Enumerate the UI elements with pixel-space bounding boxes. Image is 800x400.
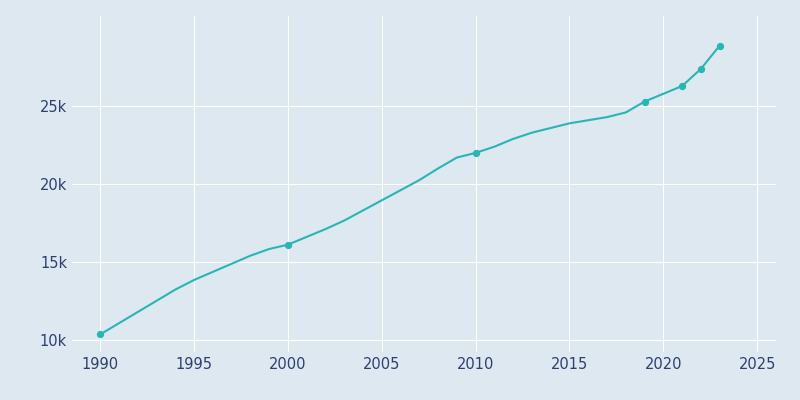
Point xyxy=(694,66,707,72)
Point xyxy=(714,42,726,49)
Point xyxy=(638,98,651,105)
Point xyxy=(676,83,689,89)
Point xyxy=(282,242,294,248)
Point xyxy=(470,150,482,156)
Point xyxy=(94,331,106,338)
